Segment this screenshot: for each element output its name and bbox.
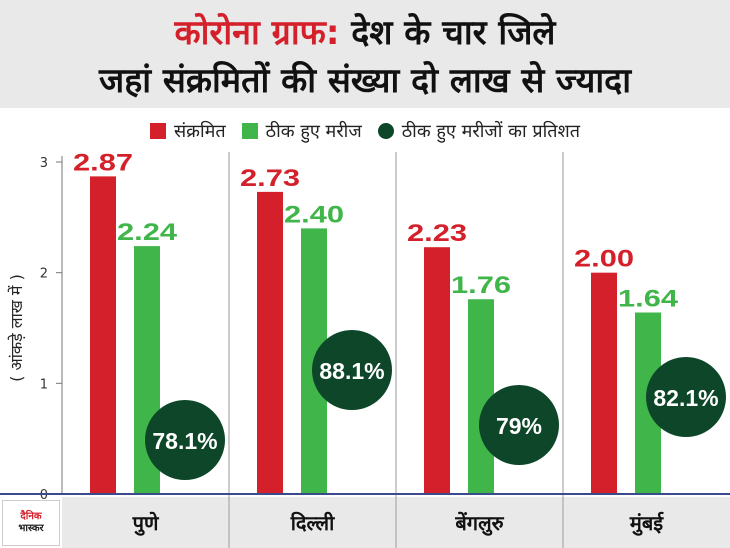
recovery-rate-label: 88.1% — [319, 358, 384, 384]
bar-infected — [90, 176, 116, 495]
x-category-label: मुंबई — [629, 511, 664, 536]
bar-value-label: 2.87 — [73, 149, 133, 176]
bar-infected — [257, 191, 283, 494]
logo-line-1: दैनिक — [20, 511, 42, 522]
logo-line-2: भास्कर — [18, 523, 44, 534]
legend-swatch-infected — [149, 123, 166, 139]
bar-value-label: 2.40 — [284, 201, 344, 228]
legend-label-recovery-rate: ठीक हुए मरीजों का प्रतिशत — [401, 121, 581, 142]
legend-swatch-recovered — [241, 123, 258, 139]
brand-logo: दैनिक भास्कर — [2, 500, 60, 546]
recovery-rate-label: 79% — [496, 413, 542, 439]
bar-chart: 0 1 2 3 ( आंकड़े लाख में ) 2.87 2.24 2.73 2.40 2.… — [0, 149, 730, 548]
bar-value-label: 2.00 — [574, 246, 634, 273]
x-category-label: बेंगलुरु — [454, 511, 504, 536]
legend-item-recovery-rate: ठीक हुए मरीजों का प्रतिशत — [377, 119, 581, 143]
y-tick-label: 3 — [40, 156, 48, 171]
header: कोरोना ग्राफ: देश के चार जिले जहां संक्र… — [0, 0, 730, 108]
recovery-rate-circle — [312, 330, 392, 410]
legend-label-infected: संक्रमित — [173, 121, 226, 142]
recovery-rate-label: 82.1% — [653, 385, 718, 411]
y-axis-label: ( आंकड़े लाख में ) — [7, 274, 26, 382]
y-tick-label: 1 — [40, 377, 48, 392]
bar-value-label: 2.23 — [407, 220, 467, 247]
recovery-rate-circle — [145, 400, 225, 480]
legend-item-infected: संक्रमित — [149, 119, 226, 143]
bar-value-label: 1.76 — [451, 272, 511, 299]
bar-value-label: 2.24 — [117, 219, 178, 246]
legend-swatch-recovery-rate — [377, 123, 394, 139]
title-accent: कोरोना ग्राफ: — [174, 13, 340, 53]
bar-recovered — [468, 299, 494, 494]
chart-title-line-1: कोरोना ग्राफ: देश के चार जिले — [0, 8, 730, 54]
title-rest: देश के चार जिले — [339, 13, 556, 53]
chart-title-line-2: जहां संक्रमितों की संख्या दो लाख से ज्या… — [98, 61, 632, 101]
y-tick-label: 0 — [40, 488, 48, 503]
bar-infected — [591, 272, 617, 494]
bar-value-label: 2.73 — [240, 165, 300, 192]
x-category-label: दिल्ली — [290, 511, 335, 535]
legend-label-recovered: ठीक हुए मरीज — [265, 121, 362, 142]
legend-item-recovered: ठीक हुए मरीज — [241, 119, 362, 143]
bar-value-label: 1.64 — [618, 286, 679, 313]
recovery-rate-circle — [479, 385, 559, 465]
recovery-rate-label: 78.1% — [152, 428, 217, 454]
y-tick-label: 2 — [40, 267, 48, 282]
bar-infected — [424, 247, 450, 494]
x-category-label: पुणे — [132, 511, 160, 536]
recovery-rate-circle — [646, 357, 726, 437]
legend: संक्रमित ठीक हुए मरीज ठीक हुए मरीजों का … — [0, 116, 730, 146]
